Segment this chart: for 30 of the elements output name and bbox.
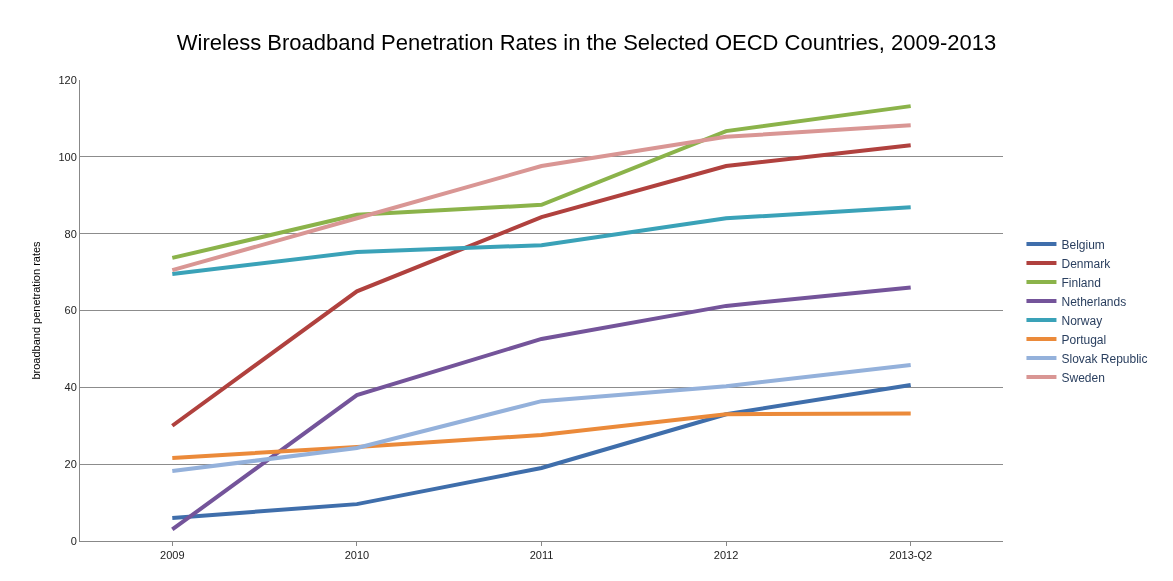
y-tick-label: 80 xyxy=(64,227,77,240)
y-tick-label: 0 xyxy=(70,534,77,547)
line-series xyxy=(170,383,913,520)
legend-label: Norway xyxy=(1061,313,1103,328)
y-tick-label: 20 xyxy=(64,458,77,471)
line-series xyxy=(170,143,913,428)
y-axis-title: broadband penetration rates xyxy=(30,240,43,380)
legend-label: Slovak Republic xyxy=(1061,351,1148,366)
legend-label: Sweden xyxy=(1061,370,1105,385)
x-tick-label: 2012 xyxy=(713,549,739,562)
legend-label: Denmark xyxy=(1061,256,1112,271)
y-tick-label: 40 xyxy=(64,381,77,394)
x-tick-label: 2009 xyxy=(160,549,185,562)
legend-label: Belgium xyxy=(1061,237,1105,252)
x-tick-label: 2010 xyxy=(344,549,370,562)
legend-label: Netherlands xyxy=(1061,294,1127,309)
legend-label: Finland xyxy=(1061,275,1101,290)
line-series xyxy=(170,411,913,461)
legend-label: Portugal xyxy=(1061,332,1107,347)
chart-title: Wireless Broadband Penetration Rates in the Selected OECD Countries, 2009-2013 xyxy=(176,30,997,56)
y-tick-label: 120 xyxy=(58,73,77,86)
line-series xyxy=(170,205,913,276)
y-tick-label: 60 xyxy=(64,304,77,317)
x-tick-label: 2011 xyxy=(529,549,554,562)
line-series xyxy=(170,123,913,273)
x-tick-label: 2013-Q2 xyxy=(889,549,933,562)
line-series xyxy=(170,104,913,260)
line-series xyxy=(170,285,913,532)
line-series xyxy=(170,363,913,474)
y-tick-label: 100 xyxy=(58,150,77,163)
